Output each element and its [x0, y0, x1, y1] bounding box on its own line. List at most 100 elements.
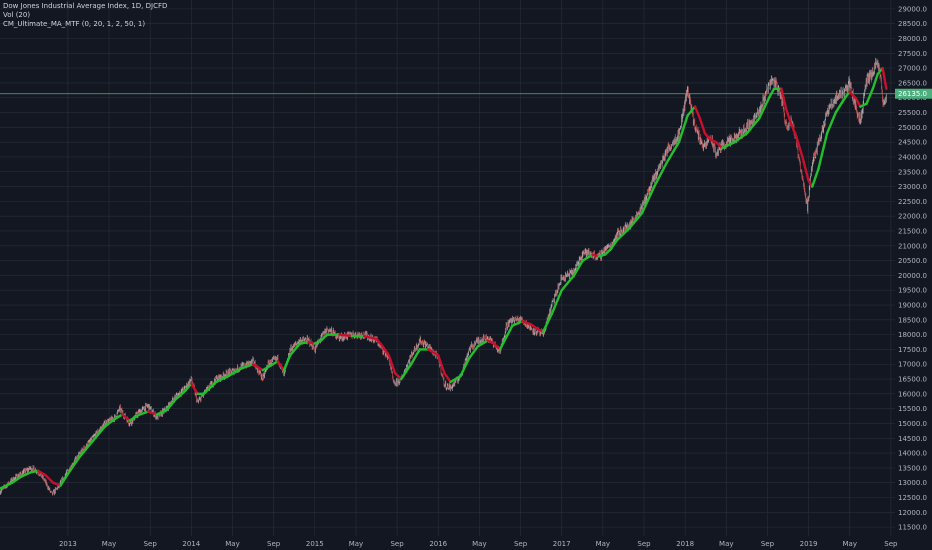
y-tick-label: 13000.0: [898, 479, 927, 487]
ma-segment: [214, 374, 230, 384]
ma-segment: [677, 114, 689, 144]
ma-segment: [848, 90, 857, 99]
ma-segment: [811, 167, 820, 188]
ma-segment: [288, 342, 302, 357]
ma-segment: [266, 360, 279, 369]
x-tick-label: 2014: [182, 540, 200, 548]
ma-segment: [550, 289, 563, 316]
ma-segment: [758, 96, 771, 120]
ma-segment: [825, 111, 837, 135]
ma-segment: [560, 274, 576, 292]
ma-segment: [91, 425, 107, 443]
ma-segment: [0, 481, 14, 490]
y-tick-label: 20500.0: [898, 257, 927, 265]
y-tick-label: 16000.0: [898, 390, 927, 398]
time-axis[interactable]: 2013 May Sep 2014 May Sep 2015 May Sep 2016 May Sep…: [59, 540, 898, 548]
ma-segment: [165, 398, 177, 412]
y-tick-label: 22000.0: [898, 213, 927, 221]
last-price-badge: [895, 88, 932, 99]
ma-segment: [239, 363, 255, 370]
ma-segment: [767, 87, 776, 99]
ma-segment: [714, 140, 724, 150]
ma-segment: [511, 320, 524, 327]
ma-segment: [59, 472, 70, 487]
ma-segment: [854, 96, 862, 108]
y-tick-label: 22500.0: [898, 198, 927, 206]
ma-segment: [733, 132, 749, 144]
ma-segment: [603, 247, 613, 256]
ma-segment: [665, 140, 681, 165]
ma-segment: [227, 367, 242, 378]
ma-segment: [202, 380, 218, 396]
y-tick-label: 21000.0: [898, 242, 927, 250]
ma-segment: [103, 417, 117, 428]
y-tick-label: 11500.0: [898, 524, 927, 532]
ma-segment: [443, 371, 452, 384]
ma-segment: [79, 440, 94, 458]
ma-segment: [400, 363, 413, 381]
ma-segment: [387, 354, 397, 375]
x-tick-label: May: [102, 540, 116, 548]
x-tick-label: Sep: [637, 540, 651, 548]
ma-segment: [437, 354, 446, 375]
ma-indicator-label[interactable]: CM_Ultimate_MA_MTF (0, 20, 1, 2, 50, 1): [3, 20, 146, 28]
price-axis[interactable]: 11500.0 12000.0 12500.0 13000.0 13500.0 14000…: [898, 5, 927, 531]
x-tick-label: May: [596, 540, 610, 548]
y-tick-label: 20000.0: [898, 272, 927, 280]
moving-average-line: [0, 66, 888, 490]
ma-segment: [459, 357, 471, 378]
x-tick-label: 2019: [800, 540, 818, 548]
ma-segment: [871, 72, 879, 91]
ma-segment: [362, 334, 378, 341]
ma-segment: [609, 238, 619, 250]
ma-segment: [282, 354, 292, 372]
y-tick-label: 17000.0: [898, 361, 927, 369]
symbol-title[interactable]: Dow Jones Industrial Average Index, 1D, …: [3, 2, 168, 10]
x-tick-label: Sep: [267, 540, 281, 548]
ma-segment: [276, 360, 286, 372]
y-tick-label: 13500.0: [898, 464, 927, 472]
ma-segment: [492, 342, 502, 351]
ma-segment: [834, 99, 845, 114]
ma-segment: [720, 140, 736, 150]
ma-segment: [693, 105, 702, 120]
ma-segment: [19, 471, 33, 478]
y-tick-label: 24000.0: [898, 153, 927, 161]
ma-segment: [865, 87, 874, 105]
ma-segment: [520, 320, 533, 326]
y-tick-label: 23000.0: [898, 183, 927, 191]
ma-segment: [703, 132, 712, 141]
x-tick-label: 2013: [59, 540, 77, 548]
ma-segment: [146, 410, 158, 416]
chart-grid: [0, 0, 895, 536]
y-tick-label: 18500.0: [898, 316, 927, 324]
x-tick-label: Sep: [884, 540, 898, 548]
y-tick-label: 14500.0: [898, 435, 927, 443]
x-tick-label: May: [349, 540, 363, 548]
ma-segment: [51, 481, 62, 487]
volume-indicator-label[interactable]: Vol (20): [3, 11, 31, 19]
ma-segment: [66, 454, 82, 476]
ma-segment: [817, 132, 829, 170]
x-tick-label: Sep: [514, 540, 528, 548]
ma-segment: [698, 117, 707, 135]
ma-segment: [790, 123, 798, 138]
y-tick-label: 28000.0: [898, 35, 927, 43]
y-tick-label: 14000.0: [898, 450, 927, 458]
ma-segment: [801, 155, 810, 182]
x-tick-label: May: [842, 540, 856, 548]
x-tick-label: 2017: [553, 540, 571, 548]
y-tick-label: 15500.0: [898, 405, 927, 413]
y-tick-label: 24500.0: [898, 139, 927, 147]
ma-segment: [381, 345, 391, 357]
ma-segment: [686, 105, 697, 117]
ma-segment: [795, 135, 804, 159]
y-tick-label: 27000.0: [898, 65, 927, 73]
ma-segment: [841, 90, 851, 102]
x-tick-label: 2016: [429, 540, 447, 548]
ma-segment: [572, 259, 584, 277]
last-price-badge-layer: 26135.0: [895, 88, 932, 99]
ma-segment: [785, 108, 793, 126]
y-tick-label: 12000.0: [898, 509, 927, 517]
